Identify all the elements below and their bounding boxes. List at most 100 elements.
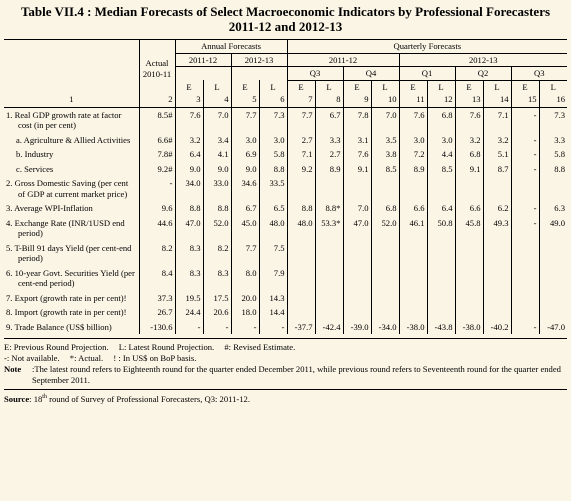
row-label: 9. Trade Balance (US$ billion) bbox=[4, 320, 139, 335]
column-number: 16 bbox=[538, 93, 568, 108]
blank bbox=[538, 265, 568, 291]
cell: 14.4 bbox=[258, 305, 288, 320]
column-number: 2 bbox=[138, 93, 175, 108]
cell: -40.2 bbox=[482, 319, 512, 334]
column-number: 10 bbox=[370, 93, 400, 108]
cell: 6.6 bbox=[398, 201, 428, 216]
cell: 45.8 bbox=[454, 215, 484, 241]
cell: 8.3 bbox=[174, 265, 203, 291]
blank bbox=[370, 290, 400, 305]
blank bbox=[314, 305, 344, 320]
cell: - bbox=[510, 107, 540, 133]
table: Actual 2010-11 Annual Forecasts Quarterly… bbox=[4, 39, 568, 335]
blank bbox=[286, 290, 316, 305]
cell: 6.9 bbox=[230, 147, 259, 162]
cell: 4.4 bbox=[426, 147, 456, 162]
row-number: 5. bbox=[6, 242, 13, 253]
el-header: L bbox=[482, 80, 512, 93]
actual: Actual bbox=[145, 58, 169, 68]
cell: 26.7 bbox=[138, 305, 175, 320]
column-number: 7 bbox=[286, 93, 316, 108]
cell: 3.4 bbox=[202, 132, 231, 147]
cell: - bbox=[230, 319, 259, 334]
footnotes: E: Previous Round Projection. L: Latest … bbox=[4, 338, 567, 405]
column-number: 6 bbox=[258, 93, 288, 108]
row-text: Industry bbox=[24, 149, 54, 159]
cell: -38.0 bbox=[454, 319, 484, 334]
blank bbox=[314, 265, 344, 291]
corner bbox=[4, 39, 139, 93]
cell: - bbox=[510, 132, 540, 147]
row-number: 4. bbox=[6, 217, 13, 228]
cell: 3.2 bbox=[174, 132, 203, 147]
row: 5. T-Bill 91 days Yield (per cent-end pe… bbox=[4, 240, 568, 266]
el-header: L bbox=[314, 80, 344, 93]
blank bbox=[454, 265, 484, 291]
blank bbox=[538, 305, 568, 320]
cell: 8.4 bbox=[138, 265, 175, 291]
cell: 8.7 bbox=[482, 161, 512, 176]
column-number: 11 bbox=[398, 93, 428, 108]
row: 9. Trade Balance (US$ billion) -130.6- - - -… bbox=[4, 319, 568, 335]
table-body: 1. Real GDP growth rate at factor cost (… bbox=[4, 107, 568, 335]
title: Table VII.4 : Median Forecasts of Select… bbox=[20, 4, 551, 34]
blank bbox=[510, 290, 540, 305]
el-header: E bbox=[510, 80, 540, 93]
year-header: 2011-12 bbox=[174, 53, 231, 67]
note: Note :The latest round refers to Eightee… bbox=[4, 364, 567, 386]
blank bbox=[286, 176, 316, 201]
cell: -130.6 bbox=[138, 319, 175, 334]
blank bbox=[314, 290, 344, 305]
cell: 3.3 bbox=[538, 132, 568, 147]
blank bbox=[426, 305, 456, 320]
el-header: E bbox=[230, 80, 259, 93]
cell: 9.2 bbox=[286, 161, 316, 176]
blank bbox=[370, 240, 400, 266]
cell: 8.8 bbox=[258, 161, 288, 176]
quarter-header: Q3 bbox=[286, 66, 344, 81]
column-number: 15 bbox=[510, 93, 540, 108]
quarter-header: Q4 bbox=[342, 66, 400, 81]
cell: 5.8 bbox=[258, 147, 288, 162]
cell: - bbox=[258, 319, 288, 334]
cell: 6.6# bbox=[138, 132, 175, 147]
cell: 45.0 bbox=[230, 215, 259, 241]
blank bbox=[286, 240, 316, 266]
column-number: 4 bbox=[202, 93, 231, 108]
cell: 46.1 bbox=[398, 215, 428, 241]
blank bbox=[342, 265, 372, 291]
cell: - bbox=[510, 147, 540, 162]
legend-item: E: Previous Round Projection. bbox=[4, 342, 109, 352]
el-header: L bbox=[258, 80, 288, 93]
row: 3. Average WPI-Inflation 9.6 8.8 8.8 6.7 6.5 8… bbox=[4, 201, 568, 216]
cell: 5.8 bbox=[538, 147, 568, 162]
blank bbox=[426, 176, 456, 201]
blank bbox=[510, 305, 540, 320]
cell: 20.6 bbox=[202, 305, 231, 320]
note-label: Note bbox=[4, 364, 22, 374]
blank bbox=[454, 305, 484, 320]
row-label: 3. Average WPI-Inflation bbox=[4, 201, 139, 216]
row-label: 8. Import (growth rate in per cent)! bbox=[4, 305, 139, 320]
row: c. Services 9.2# 9.0 9.0 9.0 8.8 9.2 8.9 9.1 8.5 8… bbox=[4, 161, 568, 176]
cell: 20.0 bbox=[230, 290, 259, 305]
row: b. Industry 7.8# 6.4 4.1 6.9 5.8 7.1 2.7 7.6 3.8 7… bbox=[4, 147, 568, 162]
blank bbox=[426, 240, 456, 266]
row-label: a. Agriculture & Allied Activities bbox=[4, 133, 139, 148]
el-header: E bbox=[286, 80, 316, 93]
blank bbox=[398, 290, 428, 305]
column-number-row: 1 2 3 4 5 6 7 8 9 10 11 12 13 14 15 16 bbox=[4, 93, 568, 108]
actual-header: Actual 2010-11 bbox=[138, 39, 175, 80]
row-label: 6. 10-year Govt. Securities Yield (per c… bbox=[4, 266, 139, 291]
blank bbox=[342, 305, 372, 320]
row-number: 8. bbox=[6, 307, 13, 317]
cell: 6.4 bbox=[174, 147, 203, 162]
cell: 7.3 bbox=[538, 107, 568, 133]
cell: -37.7 bbox=[286, 319, 316, 334]
cell: - bbox=[510, 215, 540, 241]
cell: 8.8 bbox=[174, 201, 203, 216]
blank bbox=[482, 176, 512, 201]
row-label: 5. T-Bill 91 days Yield (per cent-end pe… bbox=[4, 241, 139, 266]
